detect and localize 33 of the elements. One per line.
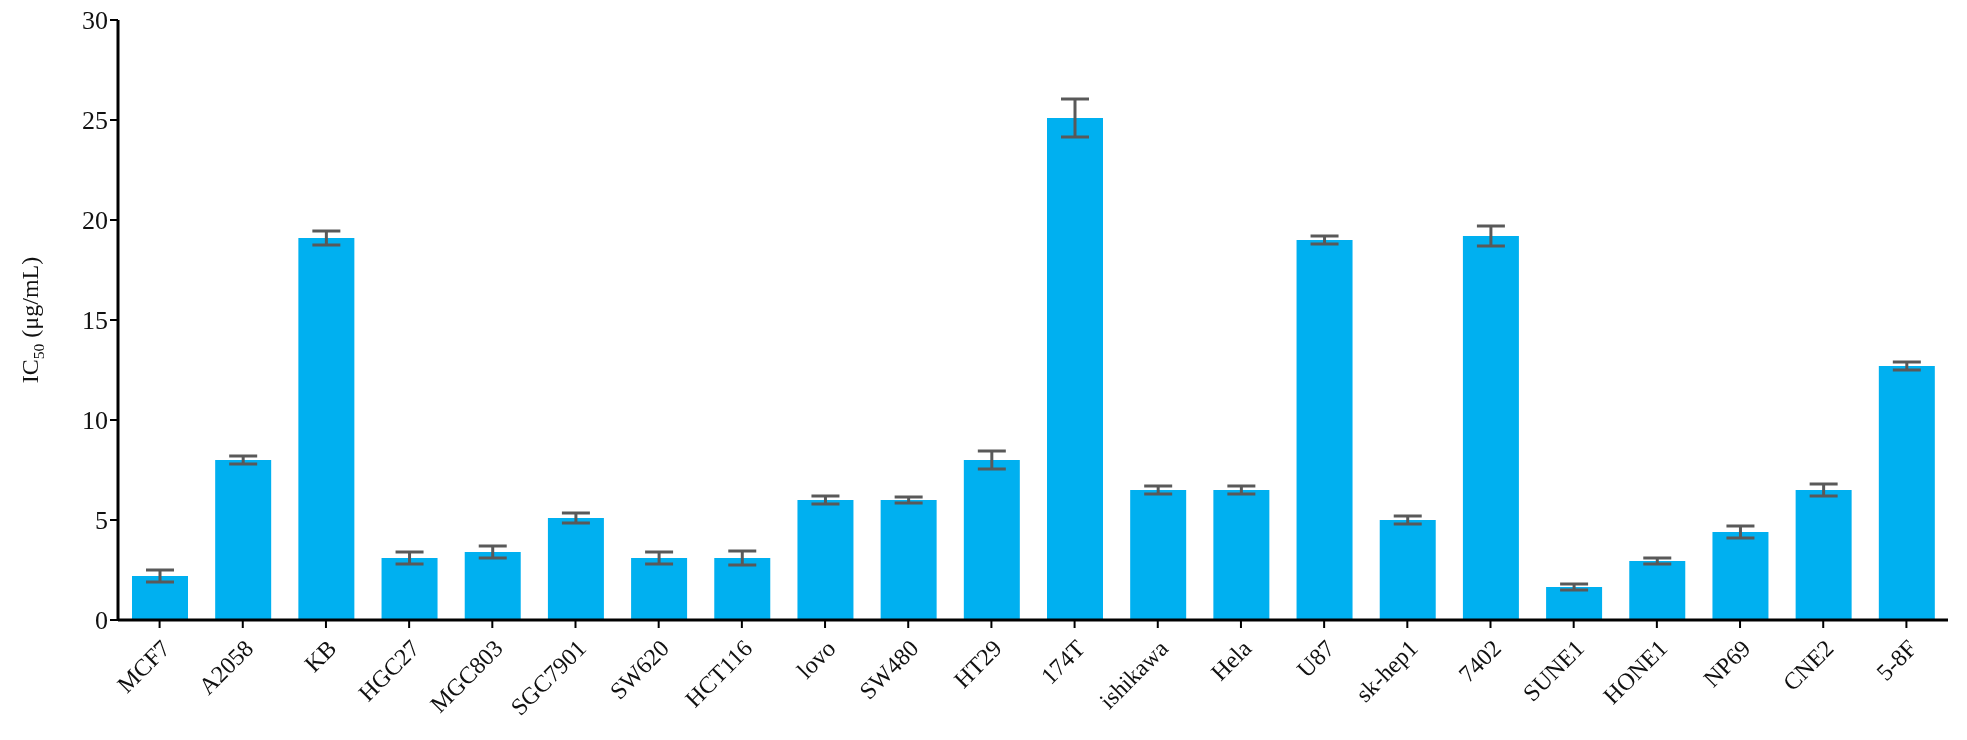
x-tick-label: KB bbox=[299, 635, 342, 677]
bar bbox=[1712, 532, 1769, 620]
x-tick-label: lovo bbox=[791, 635, 841, 684]
bar bbox=[1878, 366, 1935, 620]
bar bbox=[1130, 490, 1187, 620]
y-tick-label: 25 bbox=[82, 106, 108, 136]
bar bbox=[714, 558, 771, 620]
bar bbox=[880, 500, 937, 620]
bar bbox=[1795, 490, 1852, 620]
bar bbox=[464, 552, 521, 620]
y-tick-label: 30 bbox=[82, 6, 108, 36]
bar bbox=[1629, 561, 1686, 620]
bar bbox=[963, 460, 1020, 620]
bar bbox=[1296, 240, 1353, 620]
bar bbox=[1047, 118, 1103, 620]
bar bbox=[1213, 490, 1270, 620]
bar bbox=[1546, 587, 1603, 620]
bar bbox=[1462, 236, 1519, 620]
y-tick-label: 20 bbox=[82, 206, 108, 236]
bar bbox=[298, 238, 355, 620]
x-tick-label: U87 bbox=[1291, 635, 1340, 683]
bar bbox=[1379, 520, 1436, 620]
bar bbox=[797, 500, 854, 620]
bar bbox=[215, 460, 272, 620]
x-tick-label: Hela bbox=[1205, 634, 1257, 686]
y-tick-label: 5 bbox=[95, 506, 108, 536]
y-tick-label: 0 bbox=[95, 606, 108, 636]
bar bbox=[631, 558, 688, 620]
bar bbox=[381, 558, 438, 620]
bar bbox=[547, 518, 604, 620]
y-tick-label: 10 bbox=[82, 406, 108, 436]
bar bbox=[132, 576, 188, 620]
y-tick-label: 15 bbox=[82, 306, 108, 336]
